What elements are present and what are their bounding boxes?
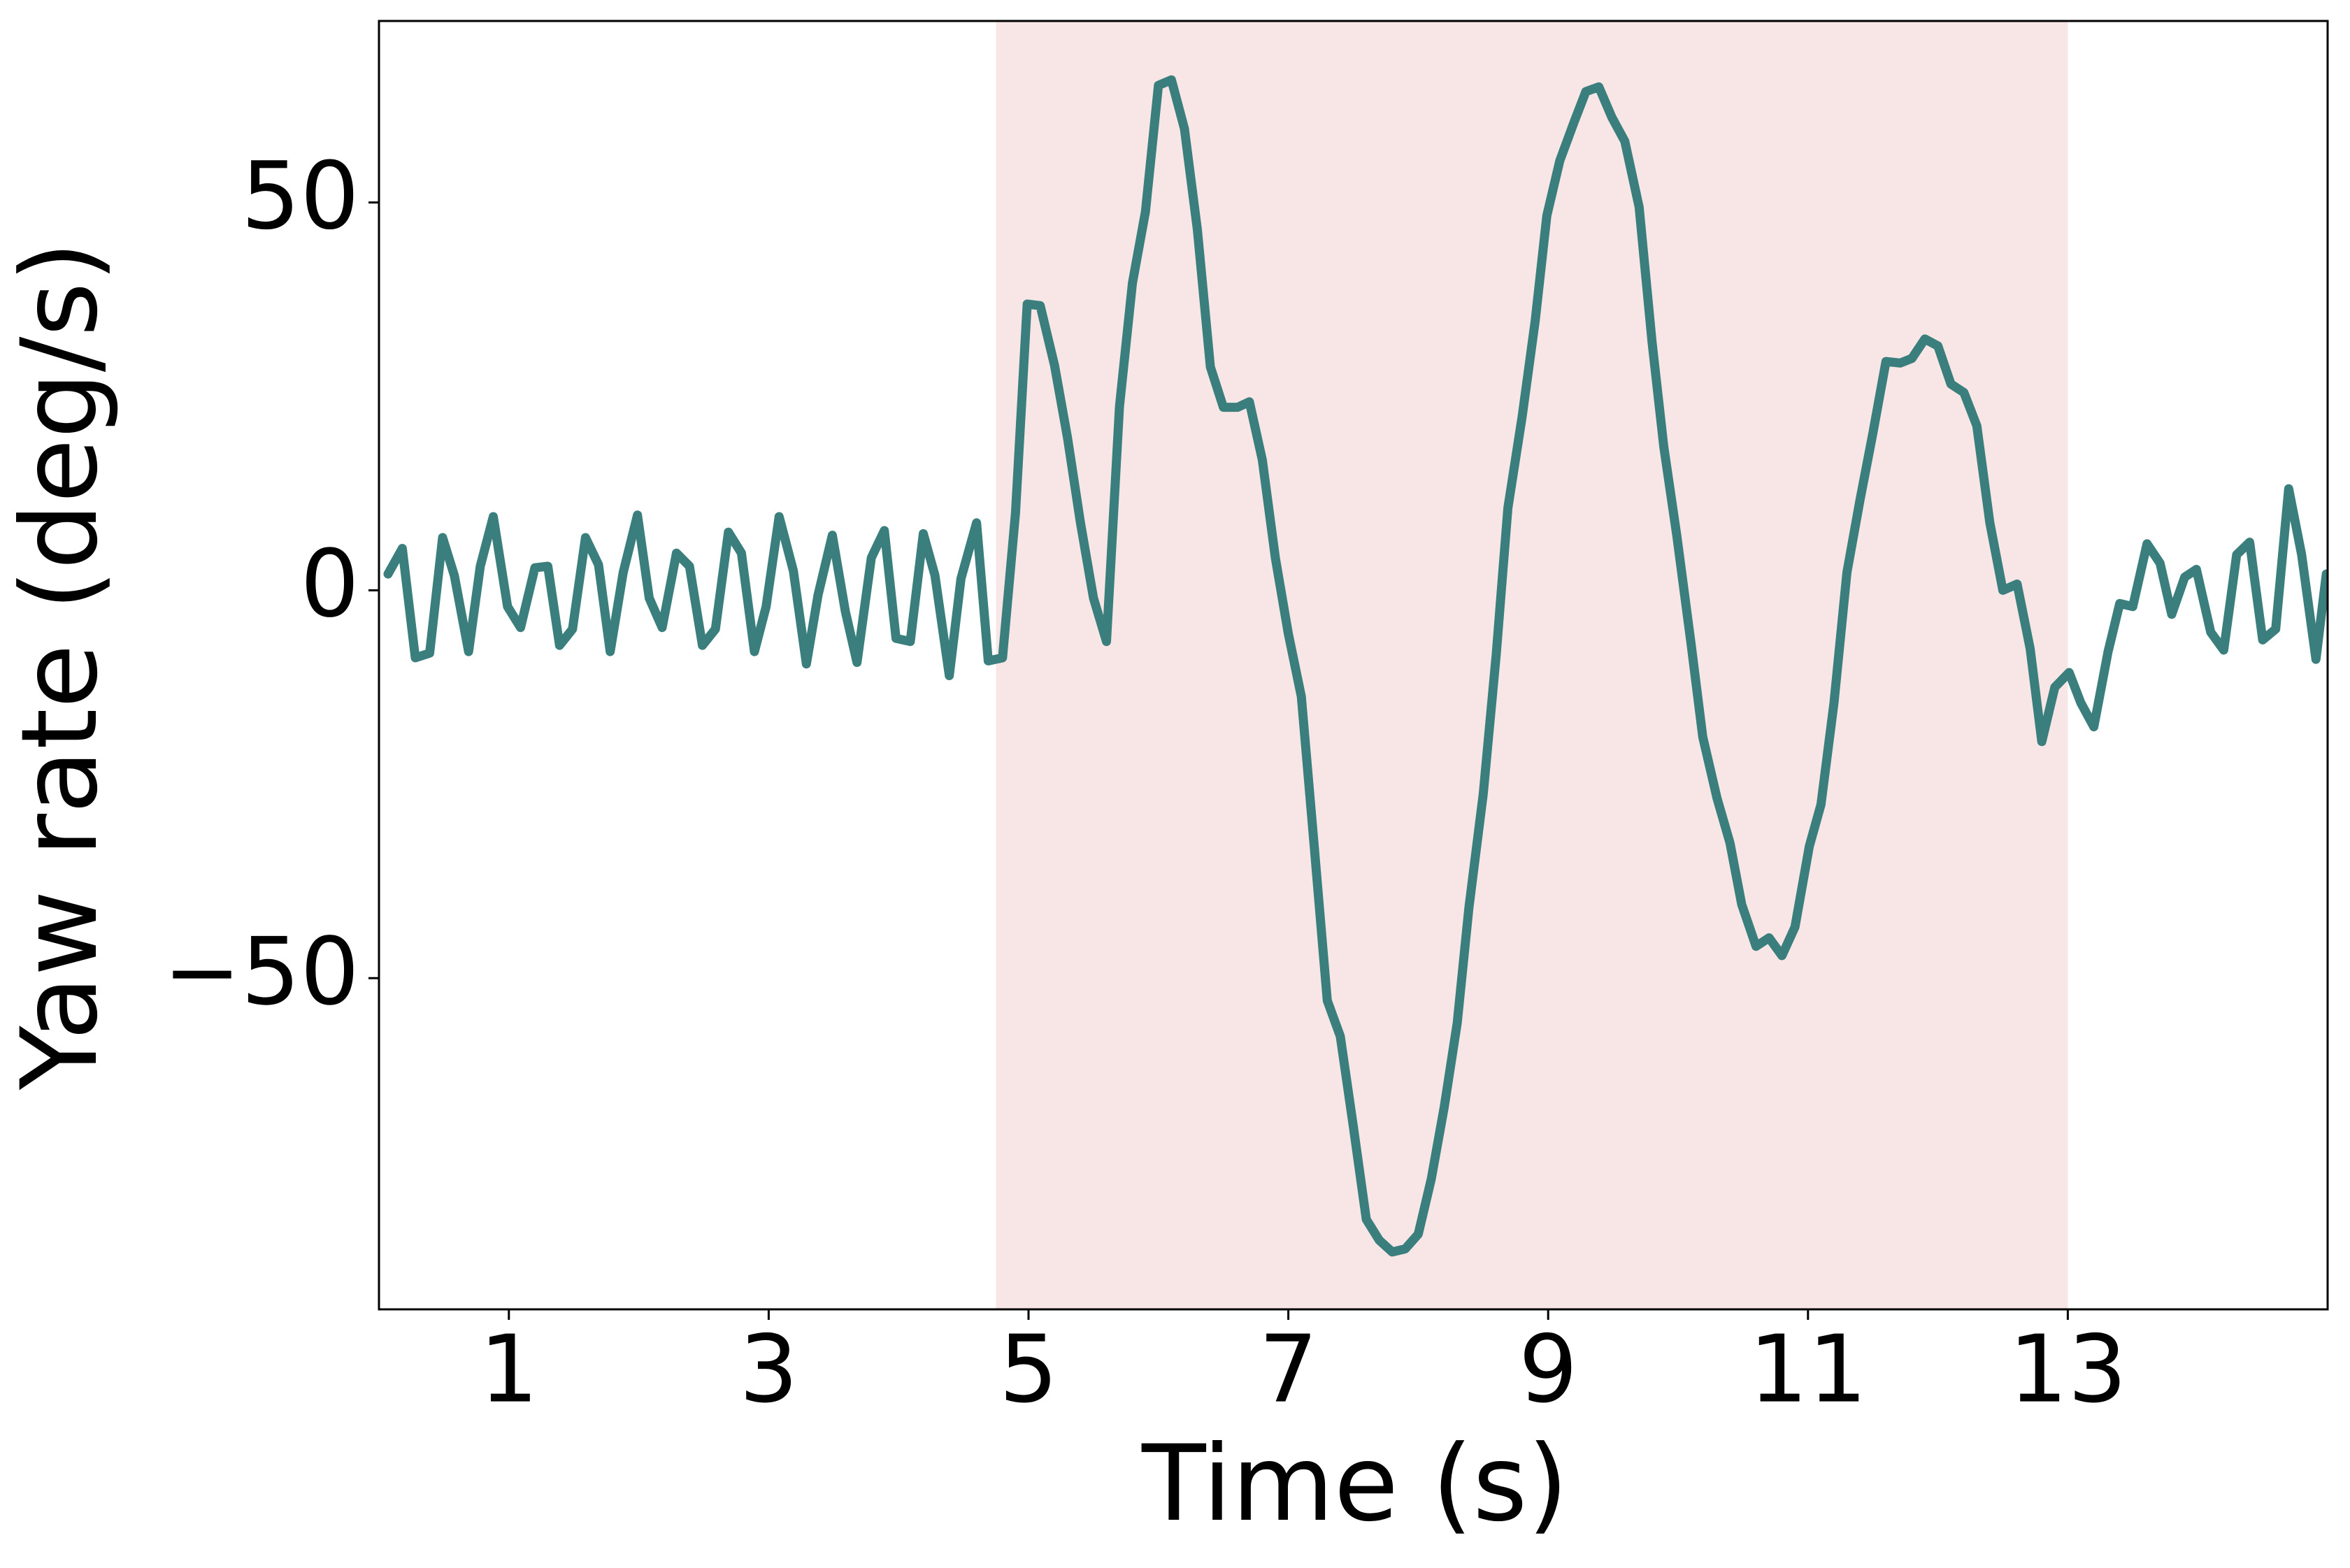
- highlight-region: [996, 21, 2068, 1309]
- y-tick-label: −50: [163, 919, 359, 1026]
- x-axis-label: Time (s): [1141, 1423, 1568, 1545]
- x-tick-label: 13: [2009, 1316, 2127, 1424]
- x-tick-label: 5: [999, 1316, 1059, 1424]
- x-tick-label: 7: [1259, 1316, 1318, 1424]
- x-tick-label: 3: [739, 1316, 798, 1424]
- x-tick-label: 11: [1749, 1316, 1867, 1424]
- x-tick-label: 1: [479, 1316, 538, 1424]
- plot-frame: [378, 20, 2329, 1311]
- y-axis-label: Yaw rate (deg/s): [0, 241, 121, 1091]
- y-tick-label: 0: [300, 531, 359, 638]
- y-tick-label: 50: [241, 143, 359, 250]
- x-tick-label: 9: [1519, 1316, 1578, 1424]
- data-line: [383, 75, 2328, 1257]
